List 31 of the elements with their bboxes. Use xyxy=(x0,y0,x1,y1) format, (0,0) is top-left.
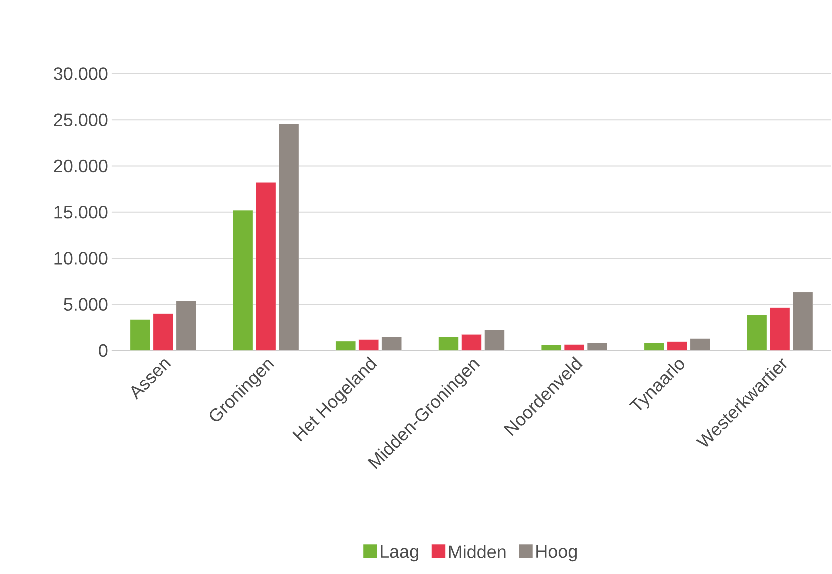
bar xyxy=(130,320,150,351)
legend-label: Hoog xyxy=(536,546,577,562)
bar xyxy=(278,124,300,351)
bar xyxy=(484,330,505,351)
bar xyxy=(233,210,254,351)
bar xyxy=(690,338,710,351)
bar xyxy=(462,334,482,351)
y-tick-label: 30.000 xyxy=(54,68,108,80)
y-tick-label: 0 xyxy=(99,344,108,358)
y-tick-label: 5.000 xyxy=(64,298,108,312)
bar xyxy=(153,314,174,351)
bar xyxy=(644,342,664,351)
y-tick-label: 25.000 xyxy=(54,114,108,127)
bar xyxy=(176,301,196,351)
legend-label: Laag xyxy=(381,546,418,562)
bar xyxy=(667,342,688,351)
bar xyxy=(587,342,608,351)
bar xyxy=(792,292,814,351)
bar xyxy=(358,340,380,351)
legend-label: Midden xyxy=(449,545,506,559)
bar xyxy=(564,344,585,351)
bar xyxy=(770,308,790,351)
bar xyxy=(438,336,459,351)
bar xyxy=(336,341,356,351)
bar xyxy=(382,336,402,351)
bar xyxy=(541,345,562,351)
bar xyxy=(256,182,276,351)
y-tick-label: 20.000 xyxy=(54,160,108,173)
y-tick-label: 10.000 xyxy=(54,252,108,266)
bar xyxy=(746,315,768,351)
y-tick-label: 15.000 xyxy=(54,206,108,219)
